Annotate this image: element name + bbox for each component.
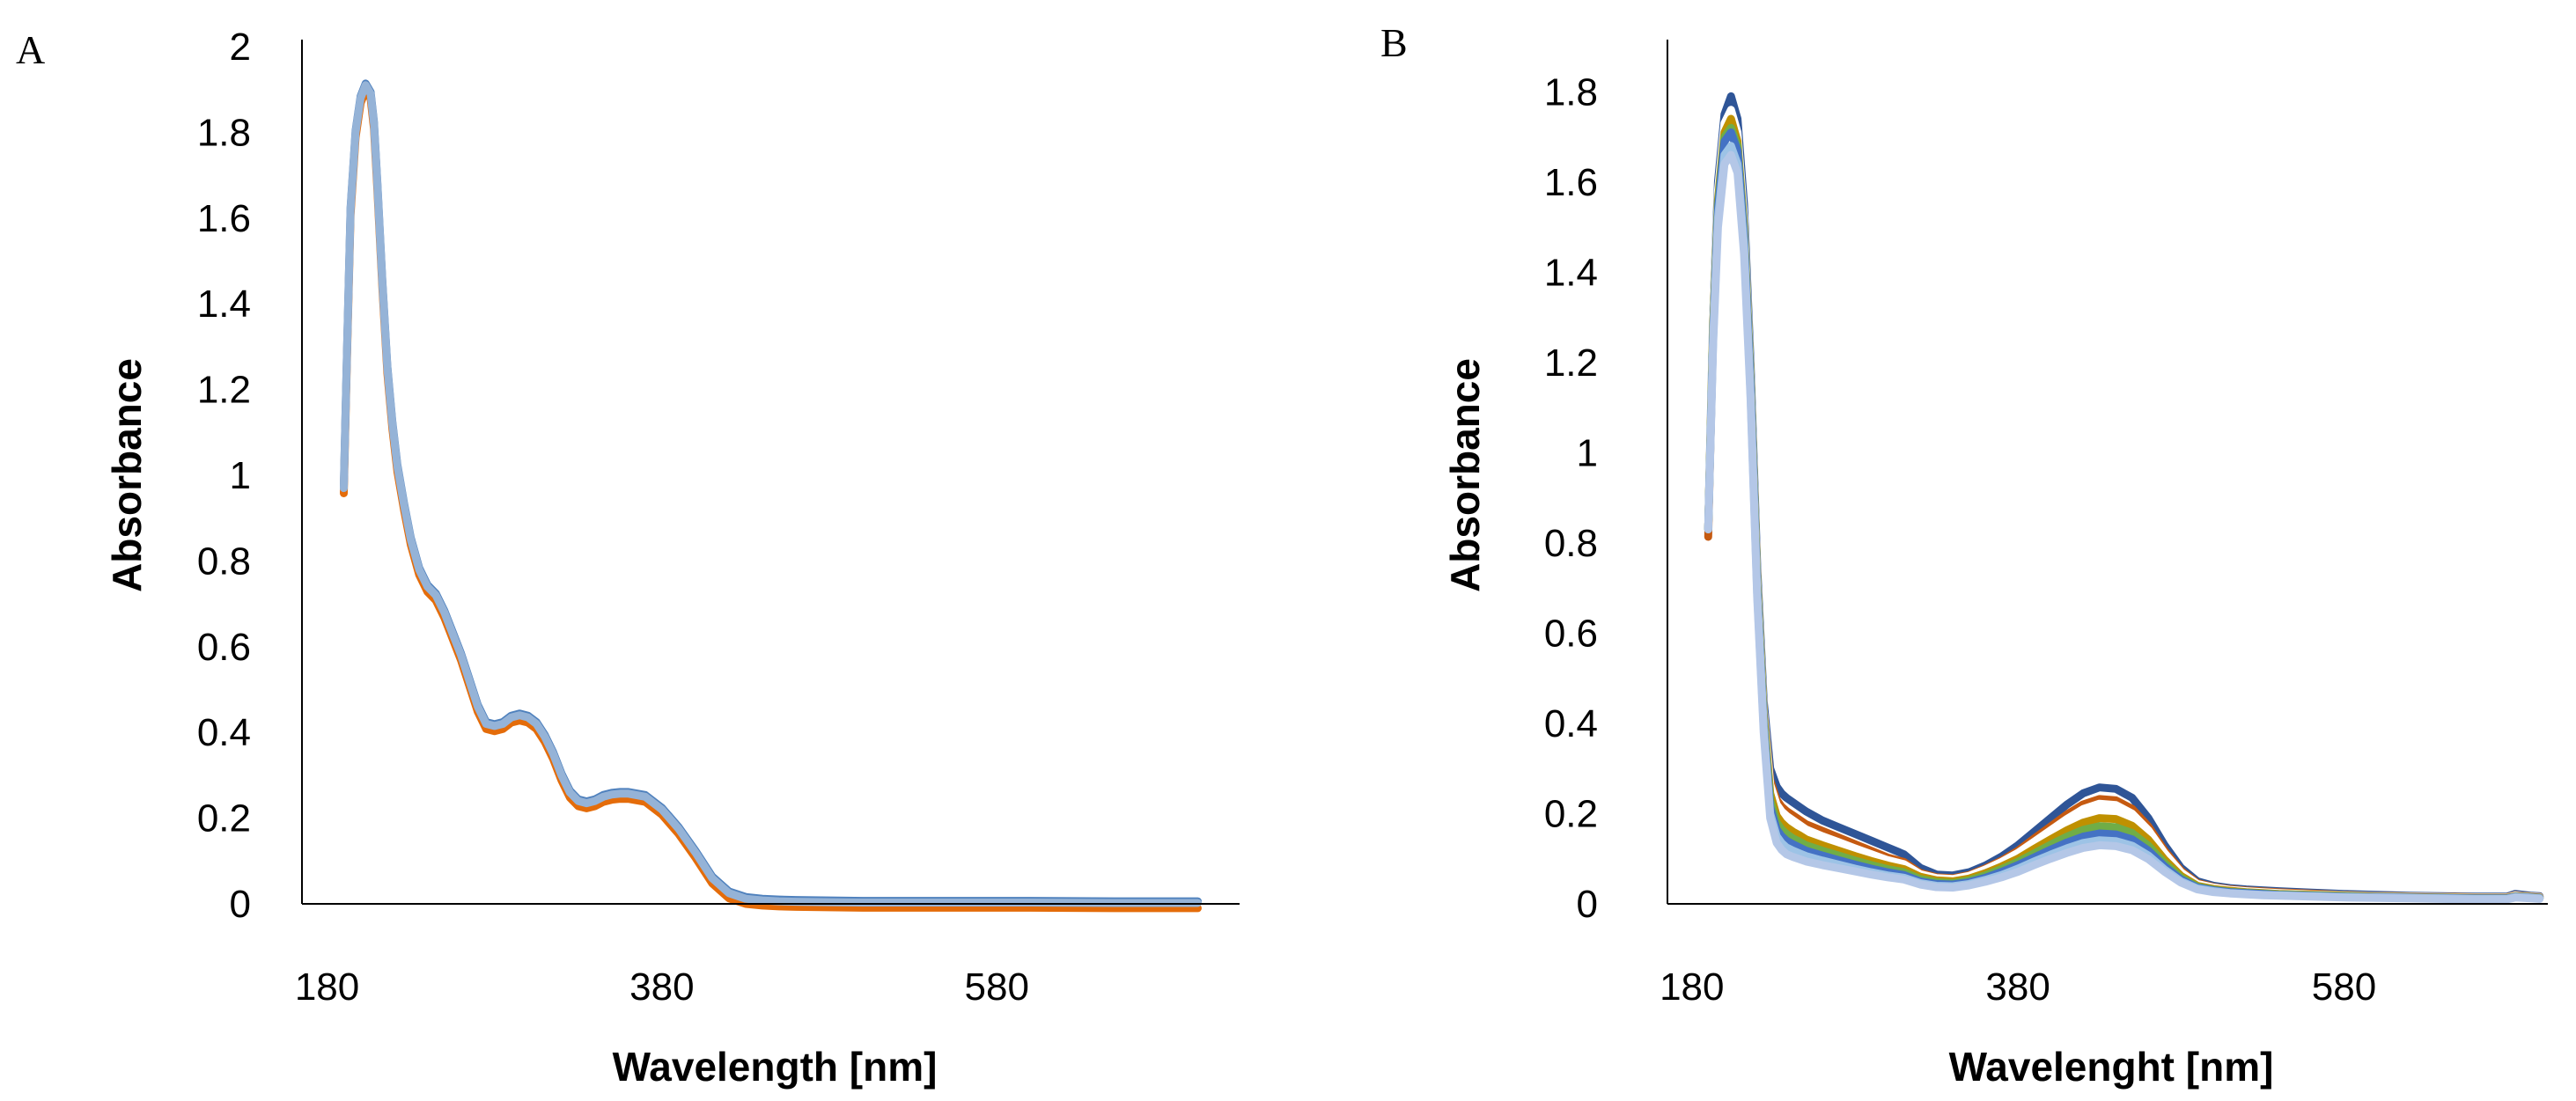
panel-a-y-tick-label: 1.4 (197, 283, 251, 326)
panel-b-y-tick-label: 0.2 (1544, 792, 1598, 835)
panel-b-y-tick-label: 0 (1577, 883, 1598, 926)
panel-b-x-tick-label: 180 (1660, 965, 1724, 1009)
panel-a-y-ticks: 0 0.2 0.4 0.6 0.8 1 1.2 1.4 1.6 1.8 2 (197, 26, 251, 926)
panel-a-y-tick-label: 0 (230, 883, 251, 926)
panel-a-y-tick-label: 0.2 (197, 797, 251, 840)
panel-a-series-line-3 (340, 81, 1202, 907)
panel-a-x-tick-label: 180 (295, 965, 359, 1009)
panel-a-chart: A 00.20.40.60.811.21.41.61.82 180 380 580 … (16, 26, 1240, 1090)
panel-b-letter: B (1380, 20, 1408, 65)
panel-b-x-tick-label: 580 (2312, 965, 2376, 1009)
panel-a-y-tick-label: 0.8 (197, 539, 251, 583)
panel-a-letter: A (16, 27, 45, 72)
panel-b-y-tick-label: 1.6 (1544, 161, 1598, 204)
panel-a-y-tick-label: 0.4 (197, 711, 251, 754)
panel-b-y-tick-label: 1.8 (1544, 70, 1598, 114)
panel-a-x-tick-label: 380 (629, 965, 694, 1009)
panel-b-series-line-5 (1704, 123, 2544, 903)
panel-b-series-line-2 (1704, 117, 2544, 901)
panel-b-series (1704, 92, 2544, 904)
panel-b-series-line-8 (1704, 150, 2544, 904)
panel-b-series-line-6 (1704, 128, 2544, 903)
panel-b-x-tick-label: 380 (1985, 965, 2050, 1009)
panel-a-x-tick-label: 580 (965, 965, 1029, 1009)
panel-b-y-tick-label: 0.4 (1544, 702, 1598, 745)
panel-b-y-ticks: 0 0.2 0.4 0.6 0.8 1 1.2 1.4 1.6 1.8 (1544, 70, 1598, 926)
panel-a-y-tick-label: 1.6 (197, 197, 251, 240)
panel-b-y-tick-label: 0.6 (1544, 612, 1598, 655)
panel-a-series-line-2 (340, 79, 1202, 906)
panel-b-series-line-7 (1704, 142, 2544, 903)
panel-a-y-tick-label: 2 (230, 26, 251, 69)
panel-b-series-line-3 (1704, 106, 2544, 902)
panel-b-y-axis-title: Absorbance (1442, 358, 1488, 592)
panel-b-x-ticks: 180 380 580 (1660, 965, 2376, 1009)
panel-a-x-ticks: 180 380 580 (295, 965, 1029, 1009)
panel-b-y-tick-label: 0.8 (1544, 522, 1598, 565)
panel-a-y-tick-label: 1.2 (197, 369, 251, 412)
panel-a-series-line-1 (340, 86, 1202, 913)
panel-b-y-tick-label: 1.4 (1544, 251, 1598, 294)
panel-a-y-tick-label: 0.6 (197, 626, 251, 669)
panel-a-y-tick-label: 1 (230, 454, 251, 497)
panel-a-x-axis-title: Wavelength [nm] (613, 1044, 938, 1090)
panel-b-x-axis-title: Wavelenght [nm] (1949, 1044, 2274, 1090)
panel-a-series (340, 79, 1202, 913)
panel-a-y-tick-label: 1.8 (197, 111, 251, 154)
panel-b-y-tick-label: 1 (1577, 431, 1598, 474)
panel-b-series-line-1 (1704, 92, 2544, 901)
panel-b-series-line-4 (1704, 114, 2544, 902)
panel-b-chart: B 0 0.2 0.4 0.6 0.8 1 1.2 1.4 1.6 1.8 180 380 580 W… (1380, 20, 2548, 1090)
panel-b-y-tick-label: 1.2 (1544, 341, 1598, 385)
panel-a-y-axis-title: Absorbance (104, 358, 150, 592)
